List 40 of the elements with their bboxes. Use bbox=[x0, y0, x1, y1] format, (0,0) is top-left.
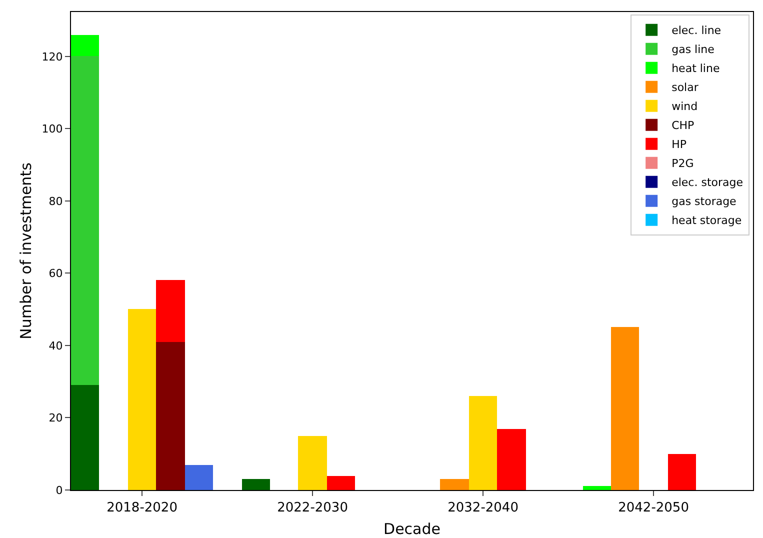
bar bbox=[71, 385, 99, 490]
y-tick-label: 0 bbox=[56, 484, 63, 497]
y-tick-label: 60 bbox=[48, 267, 63, 280]
legend-label: elec. line bbox=[672, 24, 722, 38]
x-tick-label: 2022-2030 bbox=[277, 500, 348, 516]
x-axis-title: Decade bbox=[384, 520, 440, 538]
bar bbox=[71, 56, 99, 385]
x-tick-label: 2032-2040 bbox=[448, 500, 518, 516]
bar bbox=[668, 454, 696, 490]
bar bbox=[611, 327, 639, 490]
bar bbox=[71, 35, 99, 56]
bar bbox=[327, 476, 355, 490]
y-tick-label: 120 bbox=[42, 50, 63, 64]
legend-label: CHP bbox=[672, 119, 695, 132]
bar bbox=[497, 429, 526, 490]
y-tick-label: 100 bbox=[42, 122, 63, 136]
bar bbox=[185, 465, 213, 490]
y-tick-label: 40 bbox=[48, 339, 63, 352]
legend-label: heat line bbox=[672, 62, 720, 76]
legend-label: wind bbox=[672, 100, 698, 114]
legend-label: elec. storage bbox=[672, 176, 744, 190]
bar bbox=[242, 479, 270, 490]
bar bbox=[156, 280, 185, 342]
y-tick-label: 80 bbox=[48, 194, 63, 208]
bar bbox=[469, 396, 497, 490]
legend-label: solar bbox=[672, 81, 699, 94]
bar bbox=[440, 479, 469, 490]
legend-label: gas storage bbox=[672, 195, 737, 208]
bar bbox=[583, 486, 611, 490]
legend-label: P2G bbox=[672, 157, 694, 170]
y-tick-label: 20 bbox=[48, 412, 63, 425]
legend-label: gas line bbox=[672, 43, 715, 56]
legend-label: HP bbox=[672, 138, 687, 152]
bar bbox=[128, 309, 156, 490]
x-tick-label: 2018-2020 bbox=[106, 500, 178, 516]
y-axis-title: Number of investments bbox=[17, 162, 35, 340]
bar bbox=[298, 436, 327, 490]
legend-label: heat storage bbox=[672, 214, 742, 228]
x-tick-label: 2042-2050 bbox=[618, 500, 689, 516]
bar bbox=[156, 342, 185, 490]
